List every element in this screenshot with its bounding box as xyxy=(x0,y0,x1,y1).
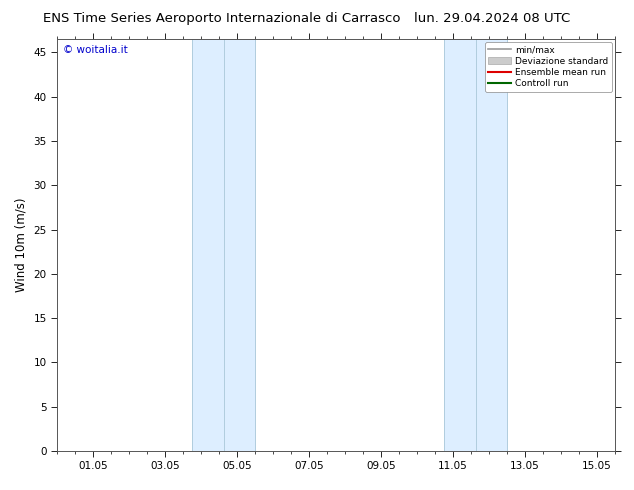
Text: lun. 29.04.2024 08 UTC: lun. 29.04.2024 08 UTC xyxy=(415,12,571,25)
Y-axis label: Wind 10m (m/s): Wind 10m (m/s) xyxy=(15,198,28,292)
Text: © woitalia.it: © woitalia.it xyxy=(63,46,127,55)
Bar xyxy=(192,39,255,451)
Legend: min/max, Deviazione standard, Ensemble mean run, Controll run: min/max, Deviazione standard, Ensemble m… xyxy=(485,42,612,92)
Bar xyxy=(444,39,507,451)
Text: ENS Time Series Aeroporto Internazionale di Carrasco: ENS Time Series Aeroporto Internazionale… xyxy=(43,12,401,25)
